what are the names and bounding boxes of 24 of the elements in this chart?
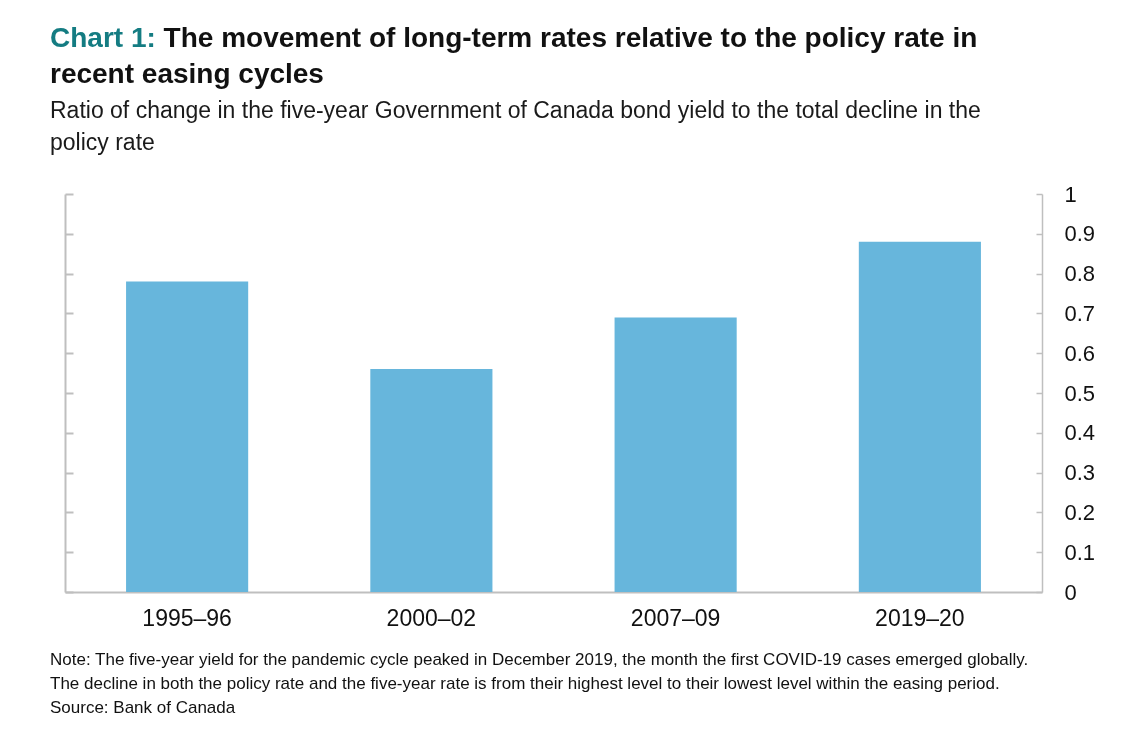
text: Note: The five-year yield for the pandemic cycle peaked in December 2019, the month the first COVID-19 cases emerged globally.	[50, 649, 1030, 671]
bar	[858, 241, 981, 592]
y-tick-label: 1	[1064, 181, 1077, 207]
bar	[370, 369, 493, 592]
bar	[614, 317, 737, 592]
x-tick-label: 2007–09	[630, 604, 721, 631]
y-tick-label: 0.8	[1064, 261, 1096, 287]
y-tick-label: 0.4	[1064, 420, 1096, 446]
y-tick-label: 0	[1064, 579, 1077, 605]
y-tick-label: 0.9	[1064, 221, 1096, 247]
text: The decline in both the policy rate and the five-year rate is from their highest level to their lowest level within the easing period.	[50, 673, 1001, 695]
x-tick-label: 2000–02	[386, 604, 477, 631]
y-tick-label: 0.3	[1064, 460, 1096, 486]
source-note: Source: Bank of Canada	[50, 697, 237, 719]
y-tick-label: 0.2	[1064, 499, 1096, 525]
x-tick-label: 2019–20	[875, 604, 965, 631]
x-tick-label: 1995–96	[142, 604, 232, 631]
bar	[126, 281, 249, 592]
y-tick-label: 0.5	[1064, 380, 1096, 406]
y-tick-label: 0.6	[1064, 340, 1096, 366]
chart-subtitle: Ratio of change in the five-year Government of Canada bond yield to the total decline in the policy rate	[50, 96, 982, 157]
y-tick-label: 0.1	[1064, 539, 1096, 565]
chart-title: Chart 1: The movement of long-term rates relative to the policy rate in recent easing cycles	[50, 22, 978, 89]
y-tick-label: 0.7	[1064, 300, 1096, 326]
